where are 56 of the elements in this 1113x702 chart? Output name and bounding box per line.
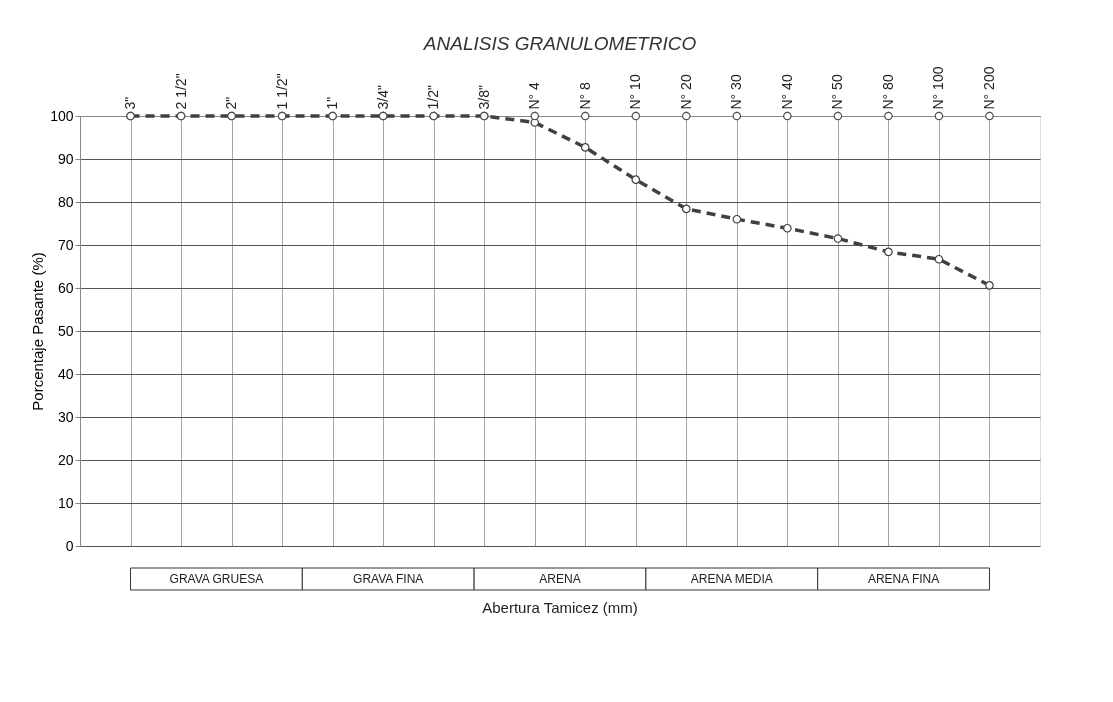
x-tick-label: N° 100 <box>930 66 947 110</box>
x-tick-label: N° 50 <box>829 74 846 110</box>
x-tick-label: N° 20 <box>677 74 694 110</box>
point <box>631 175 641 184</box>
point <box>884 111 893 121</box>
x-tick-label: 1 1/2" <box>273 73 290 110</box>
point <box>580 143 590 152</box>
y-tick-label: 10 <box>57 494 74 511</box>
x-tick-label: N° 4 <box>526 81 543 110</box>
point <box>833 234 843 243</box>
y-tick-label: 50 <box>57 322 74 339</box>
x-tick-label: 1" <box>324 96 341 110</box>
point <box>833 111 843 121</box>
point <box>783 111 792 121</box>
point <box>884 247 893 257</box>
x-tick-label: 3/8" <box>475 85 492 110</box>
point <box>580 111 590 121</box>
text: ARENA MEDIA <box>690 572 773 586</box>
y-axis-title: Porcentaje Pasante (%) <box>29 252 47 411</box>
x-tick-label: 2" <box>223 96 240 110</box>
x-tick-label: 3" <box>122 96 139 110</box>
x-tick-label: N° 30 <box>728 74 745 110</box>
y-tick-label: 40 <box>57 365 74 382</box>
x-tick-label: N° 200 <box>980 66 997 110</box>
x-tick-label: N° 8 <box>576 81 593 110</box>
y-tick-label: 80 <box>57 193 74 210</box>
chart-title: ANALISIS GRANULOMETRICO <box>422 33 697 55</box>
point <box>985 281 994 290</box>
x-tick-label: N° 10 <box>627 74 644 110</box>
point <box>934 111 944 121</box>
point <box>732 214 742 224</box>
y-tick-label: 70 <box>57 236 74 253</box>
text: GRAVA GRUESA <box>169 572 264 586</box>
y-tick-label: 90 <box>57 150 74 167</box>
point <box>530 111 540 121</box>
x-tick-label: N° 40 <box>778 74 795 110</box>
point <box>732 111 742 121</box>
x-tick-label: N° 80 <box>879 74 896 110</box>
y-tick-label: 20 <box>57 451 74 468</box>
y-tick-label: 30 <box>57 408 74 425</box>
x-tick-label: 2 1/2" <box>172 73 189 110</box>
x-tick-label: 3/4" <box>374 85 391 110</box>
y-tick-label: 100 <box>50 107 74 124</box>
point <box>631 111 641 121</box>
point <box>985 111 994 121</box>
point <box>934 254 944 264</box>
point <box>783 223 792 233</box>
point <box>682 111 691 121</box>
text: GRAVA FINA <box>353 572 424 586</box>
point <box>682 204 691 214</box>
y-tick-label: 0 <box>65 537 74 554</box>
x-axis-title: Abertura Tamicez (mm) <box>482 599 638 616</box>
y-tick-label: 60 <box>57 279 74 296</box>
text: ARENA <box>539 572 581 586</box>
text: ARENA FINA <box>867 572 940 586</box>
x-tick-label: 1/2" <box>425 85 442 110</box>
